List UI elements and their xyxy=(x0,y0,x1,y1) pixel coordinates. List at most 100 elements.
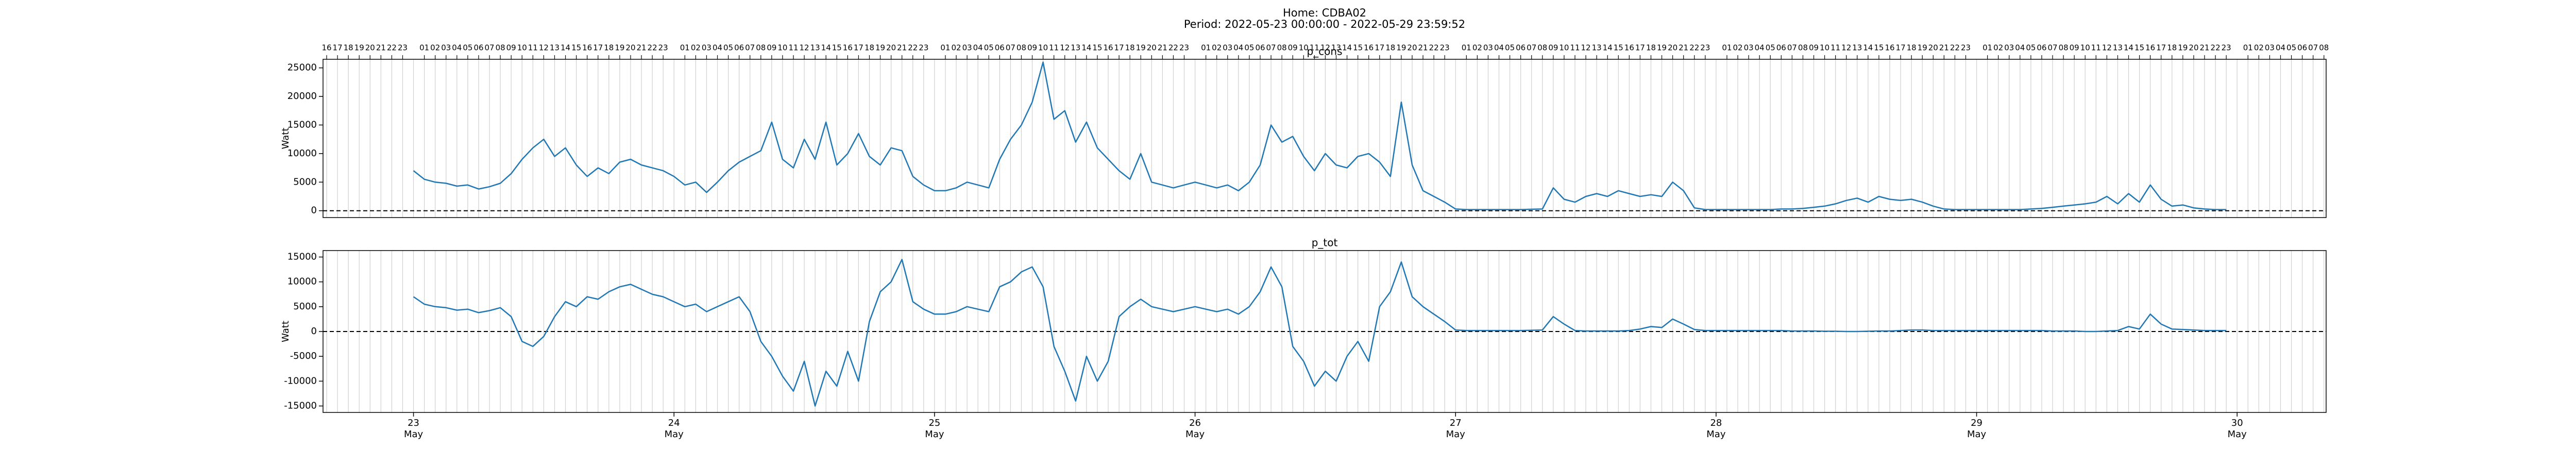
x2-tick-label: 10 xyxy=(517,43,527,53)
x2-tick-label: 03 xyxy=(2004,43,2014,53)
x2-tick-label: 16 xyxy=(321,43,331,53)
x2-tick-label: 06 xyxy=(2037,43,2046,53)
x2-tick-label: 12 xyxy=(1581,43,1591,53)
x2-tick-label: 16 xyxy=(582,43,592,53)
x2-tick-label: 13 xyxy=(2113,43,2123,53)
x2-tick-label: 23 xyxy=(2222,43,2231,53)
y-tick-label: 20000 xyxy=(287,91,317,102)
x2-tick-label: 10 xyxy=(1559,43,1569,53)
x2-tick-label: 16 xyxy=(843,43,853,53)
x2-tick-label: 23 xyxy=(398,43,408,53)
y-tick-label: 10000 xyxy=(287,276,317,287)
x2-tick-label: 17 xyxy=(1896,43,1906,53)
x2-tick-label: 04 xyxy=(2015,43,2025,53)
x2-tick-label: 05 xyxy=(1505,43,1515,53)
x2-tick-label: 18 xyxy=(1125,43,1135,53)
x2-tick-label: 20 xyxy=(886,43,896,53)
x2-tick-label: 14 xyxy=(561,43,570,53)
x2-tick-label: 19 xyxy=(1136,43,1146,53)
x2-tick-label: 07 xyxy=(1787,43,1797,53)
x2-tick-label: 11 xyxy=(1831,43,1840,53)
x2-tick-label: 05 xyxy=(984,43,994,53)
x2-tick-label: 03 xyxy=(441,43,451,53)
x2-tick-label: 22 xyxy=(648,43,657,53)
x2-tick-label: 11 xyxy=(2091,43,2101,53)
x2-tick-label: 08 xyxy=(1277,43,1287,53)
x2-tick-label: 08 xyxy=(496,43,505,53)
x2-tick-label: 16 xyxy=(1624,43,1634,53)
x2-tick-label: 17 xyxy=(1114,43,1124,53)
x2-tick-label: 22 xyxy=(1950,43,1960,53)
y-tick-label: 10000 xyxy=(287,148,317,159)
x2-tick-label: 23 xyxy=(1961,43,1971,53)
x2-tick-label: 08 xyxy=(2059,43,2069,53)
x2-tick-label: 05 xyxy=(723,43,733,53)
y-tick-label: 5000 xyxy=(293,301,317,312)
x2-tick-label: 06 xyxy=(995,43,1005,53)
x2-tick-label: 08 xyxy=(1798,43,1808,53)
x2-tick-label: 17 xyxy=(1635,43,1645,53)
x2-tick-label: 01 xyxy=(1462,43,1471,53)
x2-tick-label: 21 xyxy=(1418,43,1428,53)
x2-tick-label: 19 xyxy=(1396,43,1406,53)
x2-tick-label: 04 xyxy=(452,43,462,53)
x2-tick-label: 20 xyxy=(625,43,635,53)
x2-tick-label: 22 xyxy=(387,43,397,53)
x2-tick-label: 13 xyxy=(810,43,820,53)
x2-tick-label: 01 xyxy=(1982,43,1992,53)
x2-tick-label: 15 xyxy=(1874,43,1884,53)
x2-tick-label: 02 xyxy=(2254,43,2264,53)
x2-tick-label: 14 xyxy=(1863,43,1873,53)
y-tick-label: 15000 xyxy=(287,252,317,262)
x2-tick-label: 01 xyxy=(2243,43,2253,53)
x2-tick-label: 03 xyxy=(702,43,711,53)
x2-tick-label: 18 xyxy=(865,43,874,53)
x-tick-label: 25 May xyxy=(925,418,944,440)
x2-tick-label: 07 xyxy=(1006,43,1015,53)
y-axis-label: Watt xyxy=(280,128,291,150)
y-tick-label: -15000 xyxy=(284,400,317,411)
x-tick-label: 27 May xyxy=(1446,418,1465,440)
x2-tick-label: 03 xyxy=(1223,43,1232,53)
x2-tick-label: 08 xyxy=(2319,43,2329,53)
x2-tick-label: 03 xyxy=(1744,43,1754,53)
x2-tick-label: 02 xyxy=(1472,43,1482,53)
y-tick-label: -5000 xyxy=(290,351,317,361)
x2-tick-label: 17 xyxy=(593,43,603,53)
x2-tick-label: 15 xyxy=(571,43,581,53)
x2-tick-label: 13 xyxy=(1331,43,1341,53)
x2-tick-label: 20 xyxy=(1668,43,1677,53)
x2-tick-label: 08 xyxy=(1016,43,1026,53)
x2-tick-label: 21 xyxy=(897,43,907,53)
x2-tick-label: 05 xyxy=(2026,43,2036,53)
x2-tick-label: 07 xyxy=(1527,43,1536,53)
x2-tick-label: 20 xyxy=(1147,43,1157,53)
x2-tick-label: 02 xyxy=(1733,43,1742,53)
x2-tick-label: 01 xyxy=(1201,43,1211,53)
x-tick-label: 23 May xyxy=(403,418,423,440)
x2-tick-label: 06 xyxy=(734,43,744,53)
x2-tick-label: 14 xyxy=(1081,43,1091,53)
x2-tick-label: 12 xyxy=(1841,43,1851,53)
x2-tick-label: 02 xyxy=(1993,43,2003,53)
chart-title: p_tot xyxy=(1312,237,1338,249)
x2-tick-label: 04 xyxy=(2276,43,2285,53)
x2-tick-label: 17 xyxy=(1375,43,1384,53)
x2-tick-label: 19 xyxy=(1918,43,1927,53)
y-tick-label: -10000 xyxy=(284,375,317,386)
x2-tick-label: 12 xyxy=(539,43,549,53)
x2-tick-label: 15 xyxy=(1353,43,1363,53)
x2-tick-label: 01 xyxy=(940,43,950,53)
data-line xyxy=(413,61,2227,210)
x2-tick-label: 18 xyxy=(604,43,614,53)
x2-tick-label: 23 xyxy=(658,43,668,53)
x2-tick-label: 19 xyxy=(1657,43,1667,53)
x2-tick-label: 08 xyxy=(756,43,766,53)
x2-tick-label: 21 xyxy=(636,43,646,53)
x2-tick-label: 11 xyxy=(1570,43,1580,53)
x2-tick-label: 02 xyxy=(1212,43,1222,53)
x2-tick-label: 04 xyxy=(1233,43,1243,53)
x2-tick-label: 23 xyxy=(1179,43,1189,53)
x2-tick-label: 09 xyxy=(1027,43,1037,53)
